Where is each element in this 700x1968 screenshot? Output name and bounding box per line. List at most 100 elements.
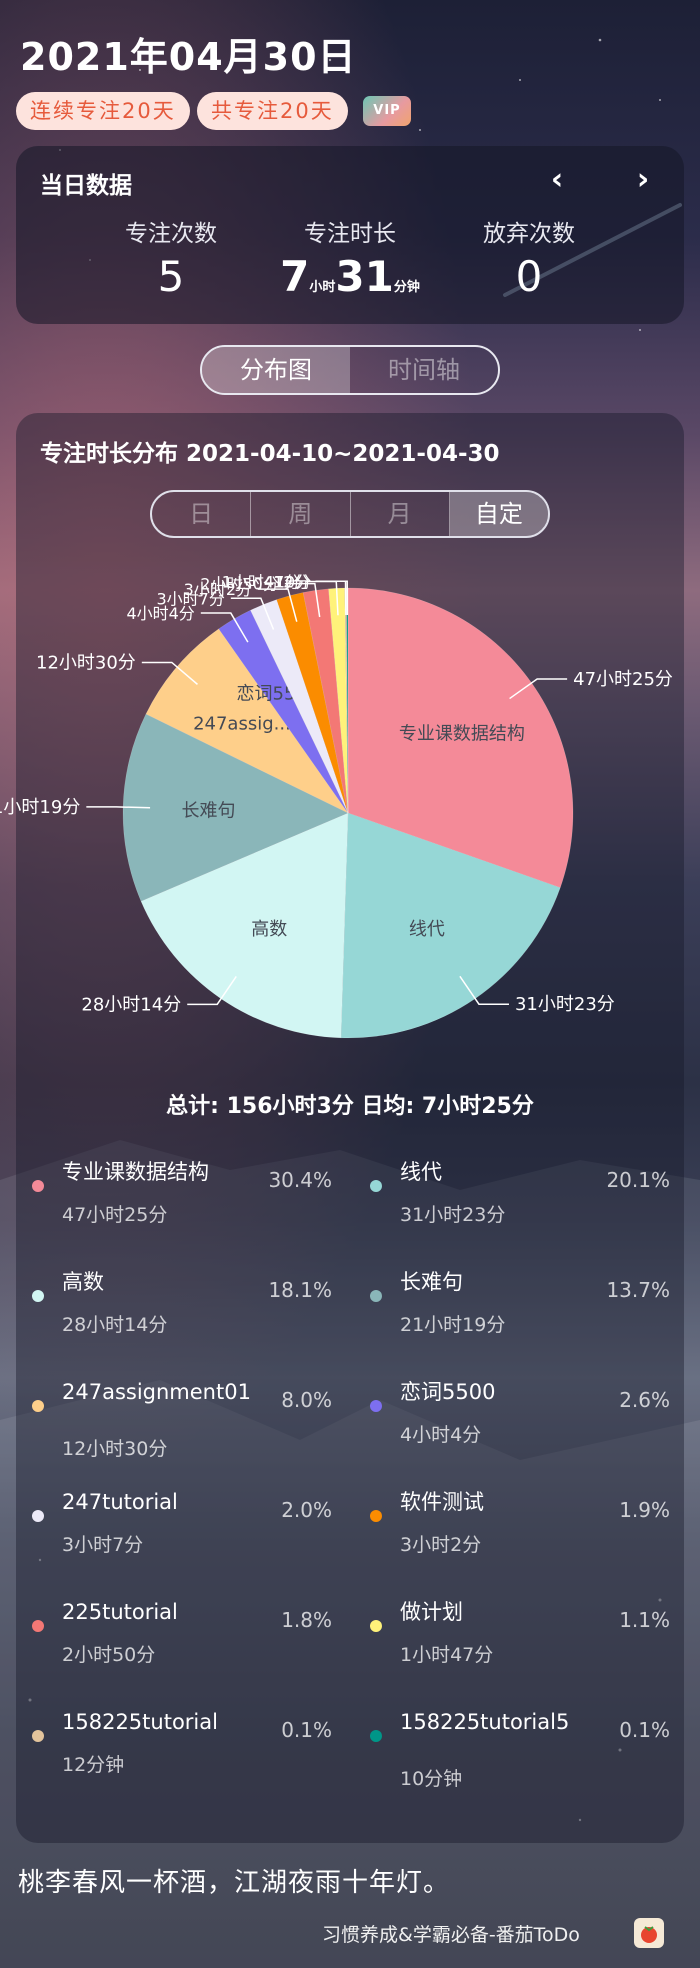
- legend-dot: [370, 1290, 382, 1302]
- legend-item[interactable]: 做计划 1.1% 1小时47分: [370, 1598, 670, 1688]
- distribution-title: 专注时长分布 2021-04-10~2021-04-30: [40, 441, 500, 467]
- legend-item[interactable]: 225tutorial 1.8% 2小时50分: [32, 1598, 332, 1688]
- legend-duration: 21小时19分: [400, 1314, 506, 1336]
- total-days-badge: 共专注20天: [197, 92, 348, 130]
- pie-outer-label: 10分: [275, 572, 311, 591]
- view-segment: 分布图 时间轴: [200, 345, 500, 395]
- legend-percent: 13.7%: [606, 1278, 670, 1302]
- focus-hours: 7: [280, 252, 310, 301]
- pie-outer-label: 2小时50分: [200, 575, 279, 594]
- legend-percent: 1.8%: [281, 1608, 332, 1632]
- legend-percent: 1.9%: [619, 1498, 670, 1522]
- legend-name: 高数: [62, 1270, 104, 1294]
- pie-leader-line: [200, 612, 249, 643]
- pie-inner-label: 长难句: [182, 800, 236, 821]
- chevron-right-icon[interactable]: ›: [636, 162, 650, 197]
- legend-dot: [32, 1730, 44, 1742]
- legend-item[interactable]: 长难句 13.7% 21小时19分: [370, 1268, 670, 1358]
- legend-name: 225tutorial: [62, 1600, 178, 1624]
- legend-name: 长难句: [400, 1270, 463, 1294]
- legend-percent: 18.1%: [268, 1278, 332, 1302]
- legend-duration: 10分钟: [400, 1768, 463, 1790]
- pie-leader-line: [187, 976, 237, 1006]
- pie-inner-label: 线代: [409, 919, 445, 940]
- tab-timeline[interactable]: 时间轴: [388, 356, 460, 384]
- pie-outer-label: 3小时2分: [184, 580, 252, 599]
- pie-leader-line: [141, 661, 198, 685]
- legend-dot: [32, 1510, 44, 1522]
- tab-distribution[interactable]: 分布图: [202, 347, 350, 393]
- pie-outer-label: 21小时19分: [0, 797, 80, 818]
- pie-outer-label: 3小时7分: [156, 589, 224, 608]
- legend-item[interactable]: 软件测试 1.9% 3小时2分: [370, 1488, 670, 1578]
- legend-dot: [32, 1620, 44, 1632]
- legend-percent: 0.1%: [281, 1718, 332, 1742]
- pie-outer-label: 1小时47分: [222, 573, 301, 592]
- legend-dot: [370, 1510, 382, 1522]
- tomato-icon[interactable]: [634, 1918, 664, 1948]
- pie-outer-label: 12分: [273, 572, 309, 591]
- period-month[interactable]: 月: [351, 492, 450, 536]
- period-day[interactable]: 日: [152, 492, 252, 536]
- focus-count-value: 5: [157, 252, 185, 301]
- legend-name: 做计划: [400, 1600, 463, 1624]
- pie-leader-line: [509, 678, 568, 700]
- legend-duration: 3小时2分: [400, 1534, 482, 1556]
- minutes-unit: 分钟: [393, 280, 420, 295]
- legend-duration: 28小时14分: [62, 1314, 168, 1336]
- legend-name: 247tutorial: [62, 1490, 178, 1514]
- legend-percent: 8.0%: [281, 1388, 332, 1412]
- legend-percent: 30.4%: [268, 1168, 332, 1192]
- legend-name: 线代: [400, 1160, 442, 1184]
- pie-leader-line: [284, 582, 321, 618]
- legend-name: 158225tutorial: [62, 1710, 218, 1734]
- legend-percent: 1.1%: [619, 1608, 670, 1632]
- legend-item[interactable]: 线代 20.1% 31小时23分: [370, 1158, 670, 1248]
- pie-inner-label: 高数: [251, 919, 287, 940]
- legend-name: 247assignment01: [62, 1380, 251, 1404]
- pie-inner-label: 247assig...: [193, 713, 291, 734]
- legend-dot: [32, 1400, 44, 1412]
- total-summary: 总计: 156小时3分 日均: 7小时25分: [166, 1094, 534, 1119]
- legend-duration: 4小时4分: [400, 1424, 482, 1446]
- period-custom[interactable]: 自定: [449, 492, 548, 536]
- legend-duration: 12分钟: [62, 1754, 125, 1776]
- legend-dot: [32, 1180, 44, 1192]
- pie-outer-label: 12小时30分: [36, 652, 136, 673]
- legend-name: 恋词5500: [400, 1380, 496, 1404]
- legend-duration: 12小时30分: [62, 1438, 168, 1460]
- daily-title: 当日数据: [40, 173, 132, 199]
- legend-item[interactable]: 专业课数据结构 30.4% 47小时25分: [32, 1158, 332, 1248]
- pie-leader-line: [258, 588, 298, 622]
- abandon-label: 放弃次数: [483, 221, 575, 247]
- legend-dot: [32, 1290, 44, 1302]
- legend-item[interactable]: 158225tutorial5 0.1% 10分钟: [370, 1708, 670, 1798]
- legend-dot: [370, 1620, 382, 1632]
- legend-item[interactable]: 247tutorial 2.0% 3小时7分: [32, 1488, 332, 1578]
- legend-name: 158225tutorial5: [400, 1710, 570, 1734]
- focus-minutes: 31: [335, 252, 394, 301]
- legend-item[interactable]: 恋词5500 2.6% 4小时4分: [370, 1378, 670, 1468]
- abandon-count-value: 0: [515, 252, 543, 301]
- pie-outer-label: 28小时14分: [81, 994, 181, 1015]
- chevron-left-icon[interactable]: ‹: [550, 162, 564, 197]
- legend-name: 专业课数据结构: [62, 1160, 209, 1184]
- legend-duration: 31小时23分: [400, 1204, 506, 1226]
- legend-item[interactable]: 158225tutorial 0.1% 12分钟: [32, 1708, 332, 1798]
- date-title: 2021年04月30日: [20, 35, 357, 79]
- pie-leader-line: [230, 597, 275, 630]
- period-week[interactable]: 周: [251, 492, 351, 536]
- focus-count-label: 专注次数: [125, 221, 217, 247]
- legend-duration: 1小时47分: [400, 1644, 494, 1666]
- pie-outer-label: 4小时4分: [126, 604, 194, 623]
- legend-item[interactable]: 高数 18.1% 28小时14分: [32, 1268, 332, 1358]
- legend-dot: [370, 1400, 382, 1412]
- pie-leader-line: [86, 806, 151, 809]
- legend-item[interactable]: 247assignment01 8.0% 12小时30分: [32, 1378, 332, 1468]
- pie-leader-line: [459, 975, 509, 1005]
- pie-outer-label: 31小时23分: [515, 994, 615, 1015]
- vip-badge[interactable]: VIP: [363, 96, 411, 126]
- legend-percent: 0.1%: [619, 1718, 670, 1742]
- legend-percent: 20.1%: [606, 1168, 670, 1192]
